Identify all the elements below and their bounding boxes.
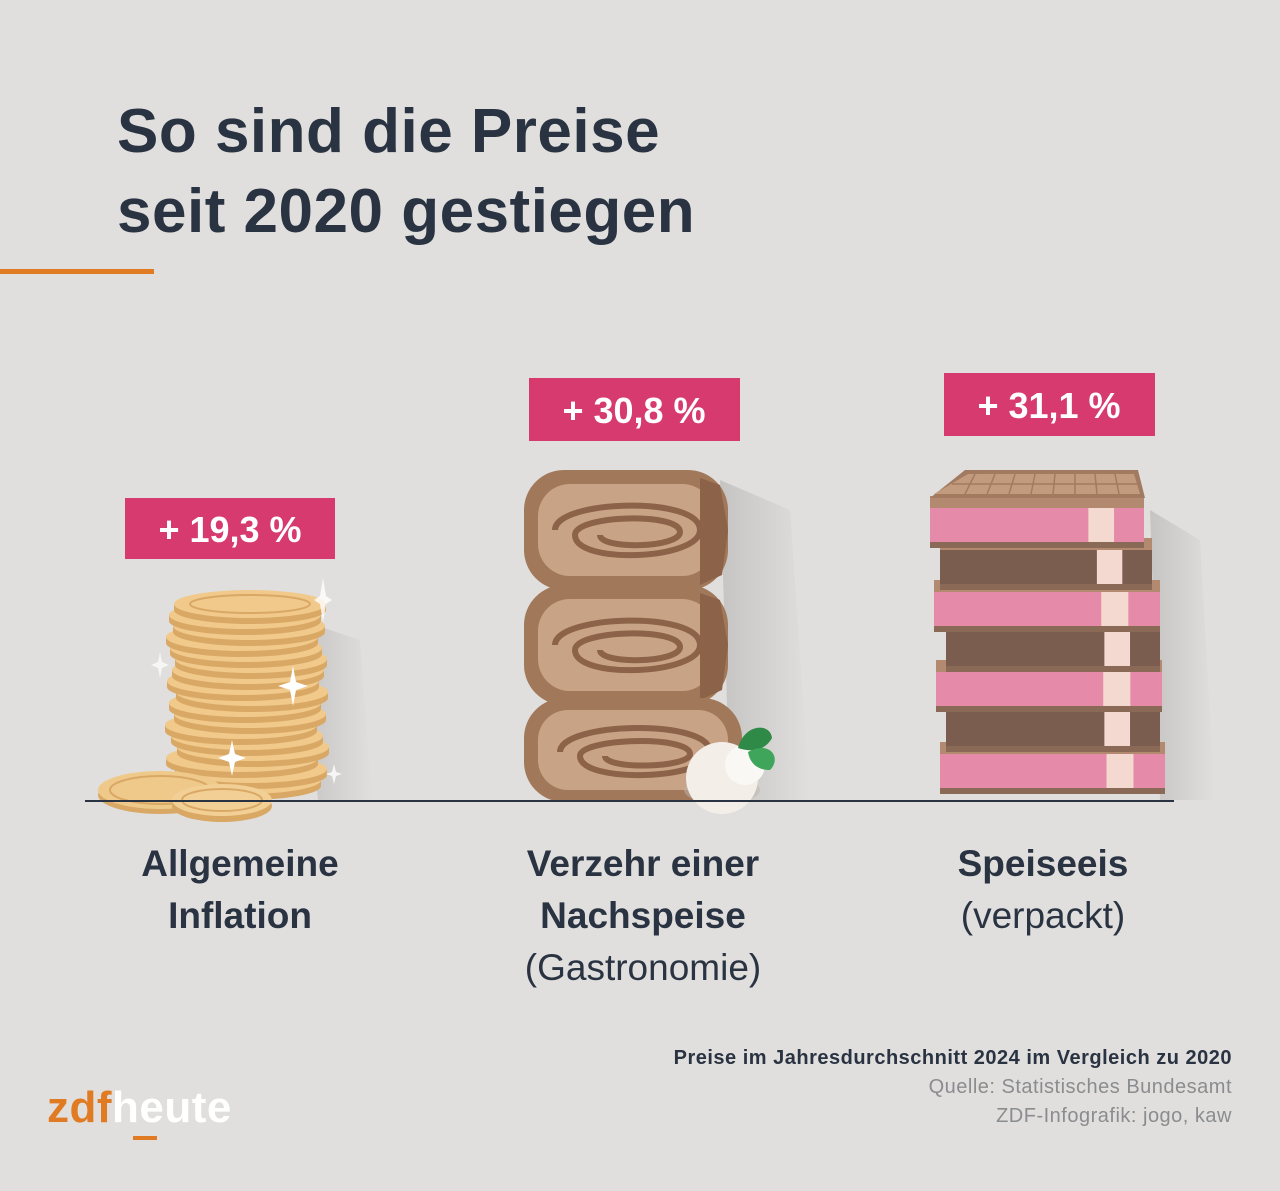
logo-zdf: zdf: [47, 1083, 113, 1132]
coin-stack-illustration: [98, 578, 372, 822]
value-label-0: + 19,3 %: [158, 509, 301, 550]
strudel-roll-top: [524, 470, 728, 590]
page-title-line-2: seit 2020 gestiegen: [117, 177, 696, 246]
category-1-line-1: Verzehr einer: [526, 843, 760, 884]
coin-rim: [189, 594, 311, 614]
value-badge-2: + 31,1 %: [944, 373, 1155, 436]
strudel-stack-illustration: [524, 470, 810, 814]
page-title-line-1: So sind die Preise: [117, 97, 661, 166]
value-label-2: + 31,1 %: [977, 385, 1120, 426]
ice-cream-sandwich: [930, 496, 1144, 548]
strudel-roll-middle: [524, 585, 728, 705]
footer-credit: ZDF-Infografik: jogo, kaw: [996, 1105, 1232, 1127]
category-0-line-2: Inflation: [168, 895, 312, 936]
category-label-1: Verzehr einer Nachspeise (Gastronomie): [433, 838, 853, 994]
category-2-line-3: (verpackt): [960, 895, 1126, 936]
logo-accent-bar: [133, 1136, 157, 1140]
value-badge-0: + 19,3 %: [125, 498, 335, 559]
footer-note: Preise im Jahresdurchschnitt 2024 im Ver…: [673, 1047, 1232, 1069]
category-0-line-1: Allgemeine: [141, 843, 339, 884]
category-label-2: Speiseeis (verpackt): [833, 838, 1253, 942]
ice-cream-scoop-icon: [684, 727, 775, 814]
footer: Preise im Jahresdurchschnitt 2024 im Ver…: [674, 1044, 1232, 1131]
page-title: So sind die Preise seit 2020 gestiegen: [117, 92, 695, 252]
coin-stack-coins: [165, 590, 329, 800]
footer-source: Quelle: Statistisches Bundesamt: [928, 1076, 1232, 1098]
ice-cream-stack-illustration: [930, 470, 1215, 800]
logo-heute: heute: [112, 1083, 232, 1132]
category-2-line-1: Speiseeis: [957, 843, 1129, 884]
loose-coins: [98, 771, 272, 822]
zdfheute-logo: zdfheute: [47, 1083, 232, 1140]
sparkle-icons: [151, 578, 342, 784]
category-1-line-3: (Gastronomie): [524, 947, 762, 988]
value-badge-1: + 30,8 %: [529, 378, 740, 441]
ice-cream-sandwich-layers: [930, 470, 1165, 794]
title-accent-bar: [0, 269, 154, 274]
waffle-top: [930, 470, 1145, 498]
category-label-0: Allgemeine Inflation: [30, 838, 450, 942]
value-label-1: + 30,8 %: [562, 390, 705, 431]
category-1-line-2: Nachspeise: [540, 895, 746, 936]
ice-cream-sandwich: [936, 660, 1162, 712]
